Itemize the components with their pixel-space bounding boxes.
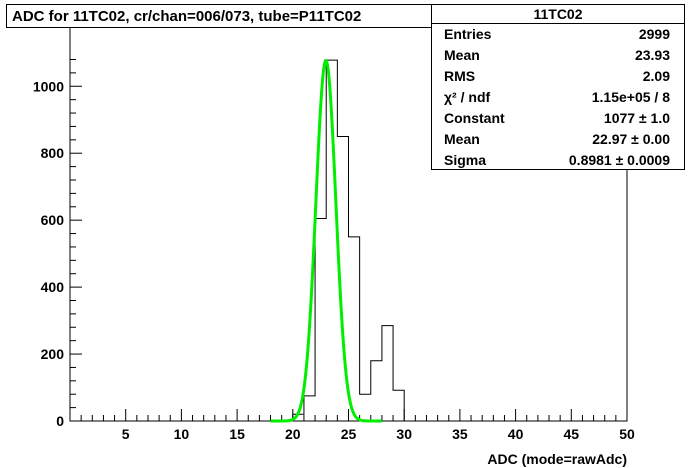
stats-label: Constant — [444, 110, 505, 126]
y-tick-label: 400 — [41, 279, 65, 295]
histogram-bin — [360, 394, 371, 421]
stats-label: Mean — [444, 47, 480, 63]
x-tick-label: 50 — [619, 426, 635, 442]
x-tick-label: 20 — [285, 426, 301, 442]
histogram-bin — [382, 326, 393, 421]
stats-box: 11TC02 Entries 2999 Mean 23.93 RMS 2.09 … — [431, 4, 685, 170]
histogram-outline — [292, 59, 405, 421]
stats-row-sigma: Sigma 0.8981 ± 0.0009 — [432, 150, 684, 171]
x-tick-label: 10 — [174, 426, 190, 442]
stats-value: 2999 — [638, 26, 670, 42]
x-tick-label: 35 — [452, 426, 468, 442]
stats-label: RMS — [444, 68, 476, 84]
gaussian-fit-curve — [270, 58, 382, 423]
histogram-bin — [371, 361, 382, 421]
stats-value: 22.97 ± 0.00 — [592, 131, 670, 147]
x-tick-label: 5 — [122, 426, 130, 442]
stats-row-rms: RMS 2.09 — [432, 66, 684, 87]
x-axis-label: ADC (mode=rawAdc) — [487, 451, 627, 467]
y-tick-label: 0 — [56, 413, 64, 429]
histogram-title: ADC for 11TC02, cr/chan=006/073, tube=P1… — [6, 4, 493, 28]
stats-label: Entries — [444, 26, 492, 42]
histogram-bin — [315, 218, 326, 421]
y-tick-label: 800 — [41, 145, 65, 161]
stats-value: 1077 ± 1.0 — [603, 110, 670, 126]
stats-value: 2.09 — [642, 68, 670, 84]
stats-row-constant: Constant 1077 ± 1.0 — [432, 108, 684, 129]
stats-label: Mean — [444, 131, 480, 147]
x-tick-label: 15 — [229, 426, 245, 442]
histogram-bin — [349, 237, 360, 421]
x-tick-label: 25 — [341, 426, 357, 442]
histogram-bin — [304, 396, 315, 421]
y-tick-label: 600 — [41, 212, 65, 228]
stats-label: Sigma — [444, 152, 487, 168]
stats-row-entries: Entries 2999 — [432, 24, 684, 45]
stats-value: 0.8981 ± 0.0009 — [568, 152, 670, 168]
stats-row-fit-mean: Mean 22.97 ± 0.00 — [432, 129, 684, 150]
y-tick-label: 1000 — [33, 78, 64, 94]
stats-label: χ² / ndf — [444, 89, 491, 105]
stats-row-mean: Mean 23.93 — [432, 45, 684, 66]
stats-value: 23.93 — [634, 47, 670, 63]
histogram-bin — [393, 390, 404, 421]
y-tick-label: 200 — [41, 346, 65, 362]
stats-histogram-name: 11TC02 — [432, 5, 684, 24]
stats-value: 1.15e+05 / 8 — [591, 89, 670, 105]
x-tick-label: 45 — [564, 426, 580, 442]
stats-row-chi2: χ² / ndf 1.15e+05 / 8 — [432, 87, 684, 108]
x-tick-label: 40 — [508, 426, 524, 442]
x-tick-label: 30 — [396, 426, 412, 442]
